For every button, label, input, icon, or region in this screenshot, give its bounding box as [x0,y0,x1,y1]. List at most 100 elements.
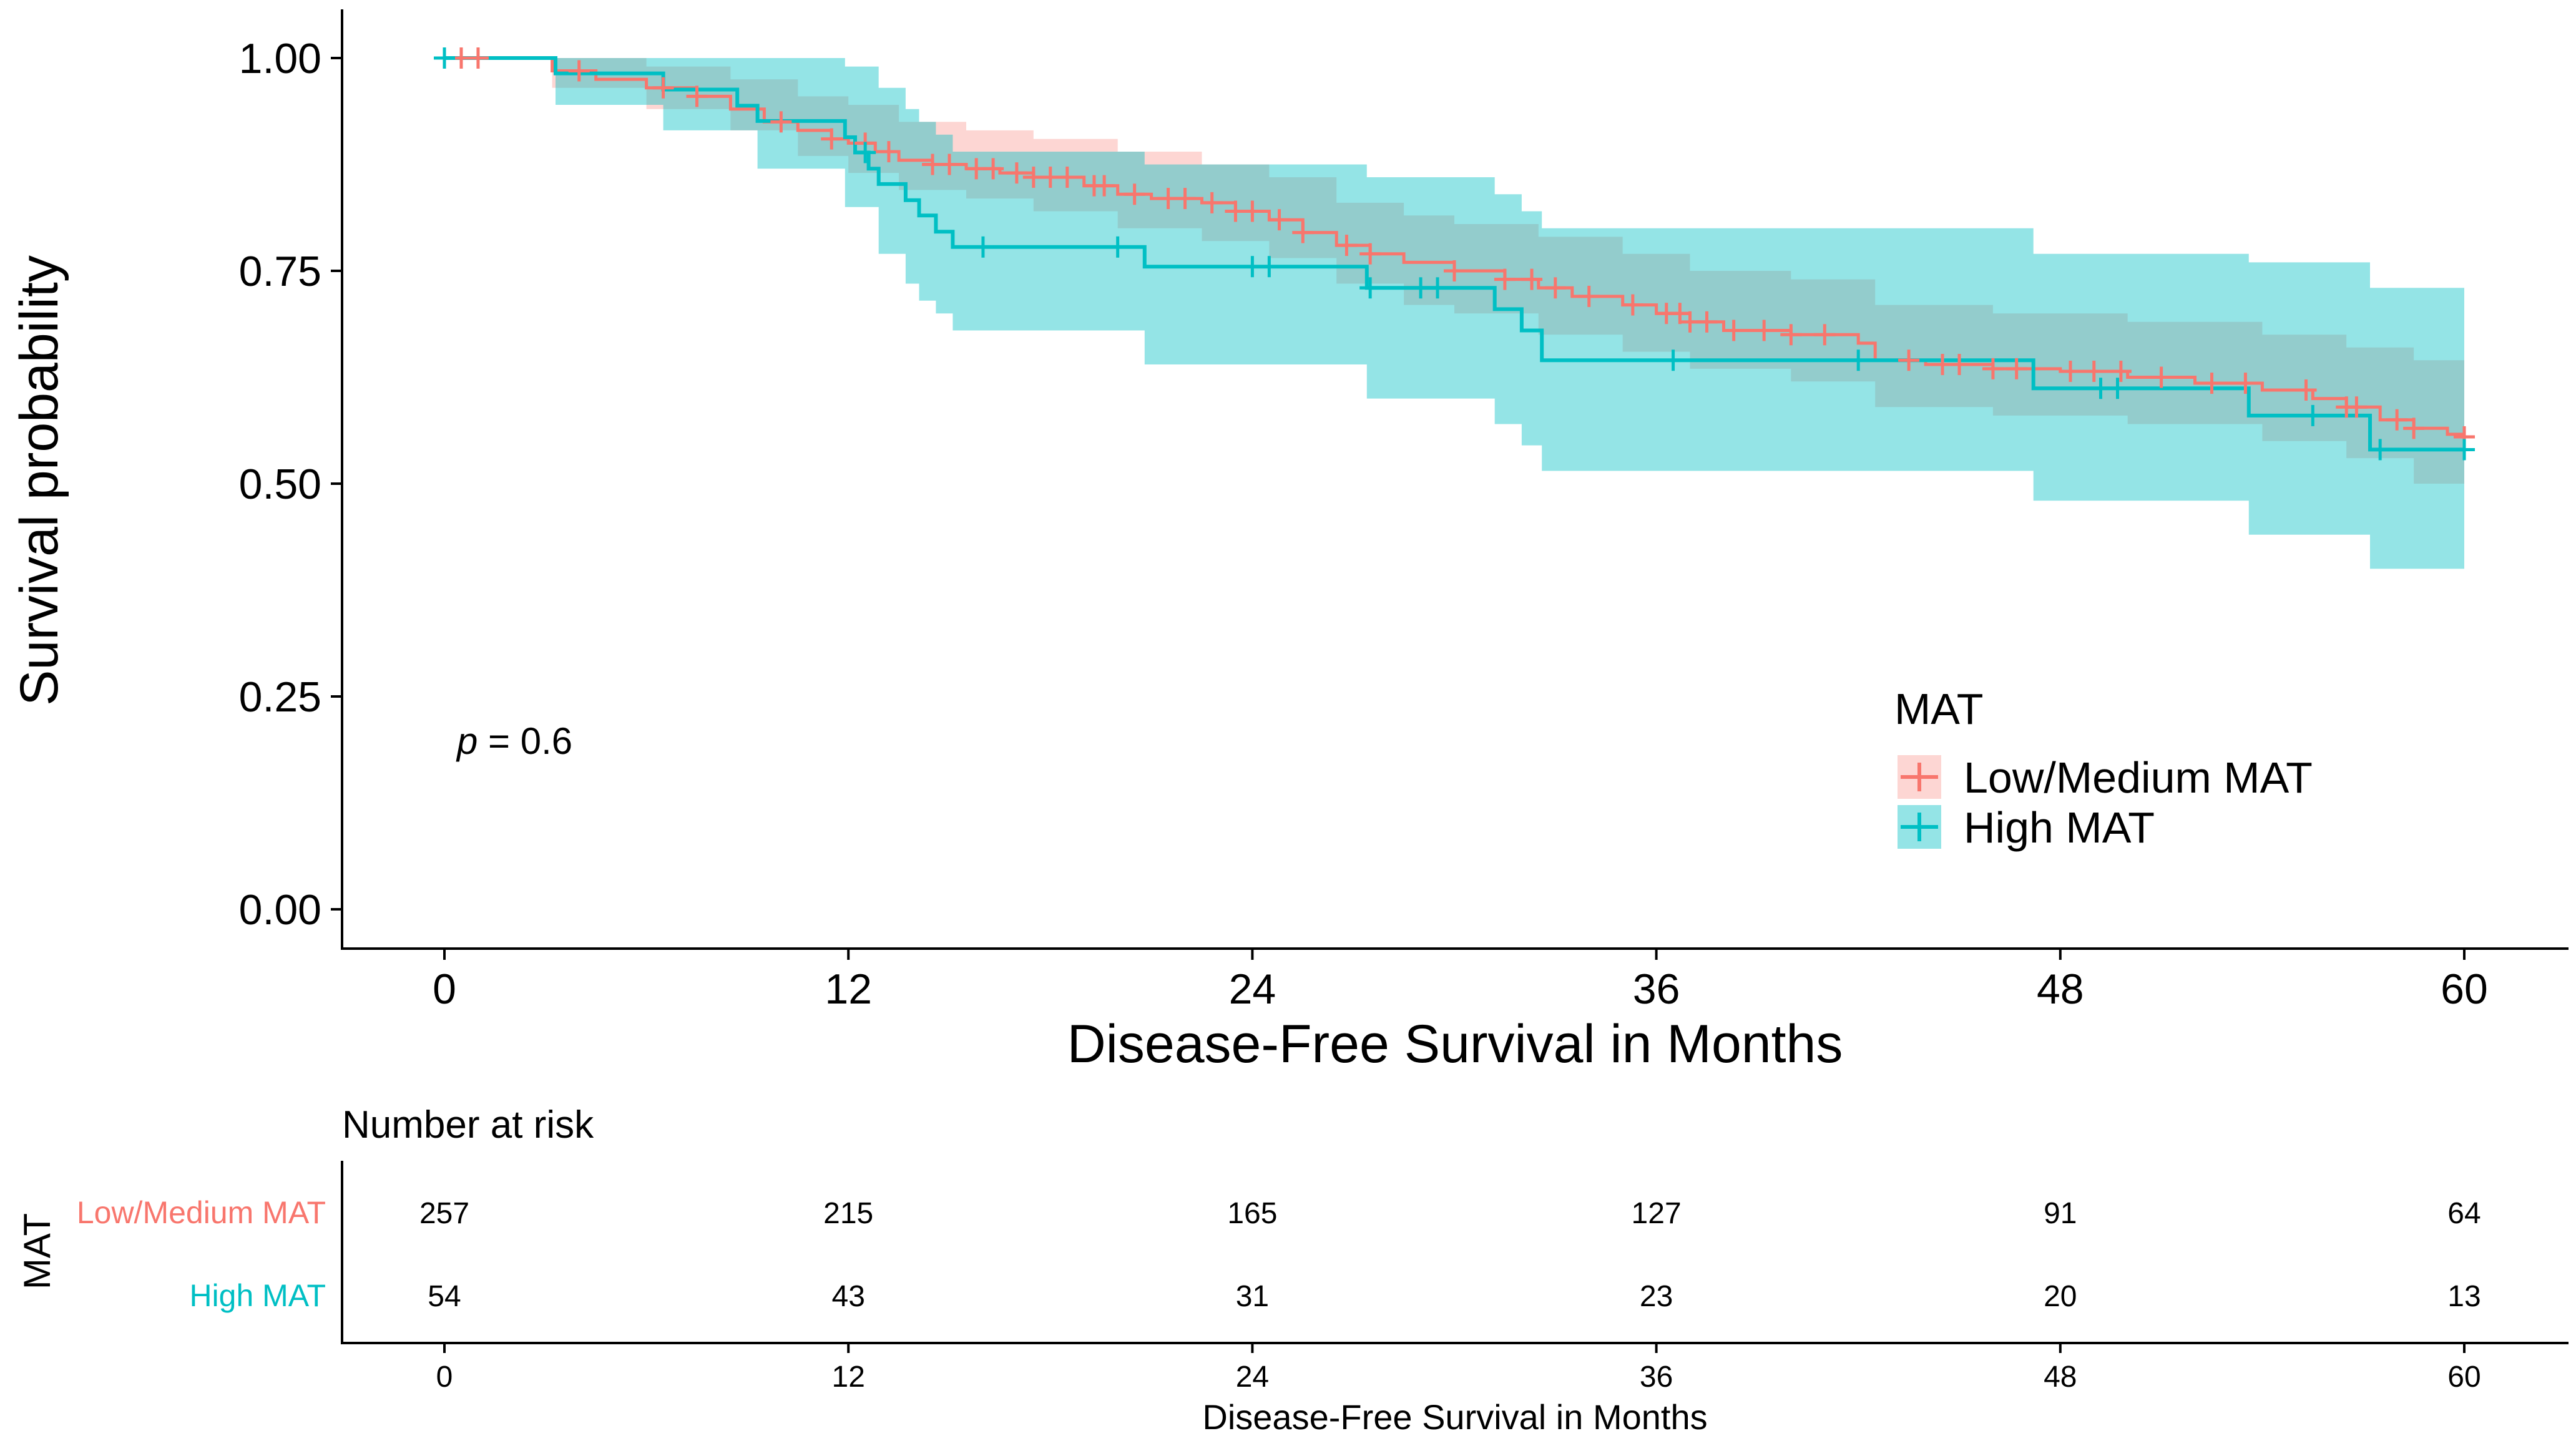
risk-cell: 13 [2447,1280,2481,1313]
risk-table: Number at risk MAT Low/Medium MAT High M… [16,1103,2569,1437]
risk-x-tick-label: 24 [1236,1361,1269,1394]
censor-mark-low-medium [2295,379,2317,401]
legend-title: MAT [1894,685,1984,733]
risk-cell: 43 [832,1280,865,1313]
risk-cells: 257 215 165 127 91 64 54 43 31 23 20 13 [419,1197,2481,1313]
censor-mark-low-medium [1780,324,1802,346]
legend-key-high [1898,805,1941,849]
censor-mark-high [972,236,994,258]
risk-table-title: Number at risk [342,1103,594,1146]
censor-mark-low-medium [1622,294,1643,316]
legend-label-high: High MAT [1964,803,2155,852]
censor-mark-low-medium [1949,354,1970,376]
y-axis-title: Survival probability [9,255,69,706]
confidence-bands [444,58,2464,569]
censor-mark-low-medium [2346,396,2368,418]
confidence-band-high [444,58,2464,569]
censor-mark-low-medium [982,158,1004,180]
risk-cell: 31 [1236,1280,1269,1313]
risk-row-label-low-medium: Low/Medium MAT [77,1195,326,1230]
censor-mark-low-medium [878,141,899,163]
censor-mark-low-medium [1201,192,1223,213]
censor-mark-low-medium [1982,358,2004,379]
censor-mark-low-medium [2110,360,2132,382]
censor-mark-high [1848,349,1869,371]
risk-x-axis-title: Disease-Free Survival in Months [1202,1397,1707,1437]
legend: MAT Low/Medium MAT High MAT [1894,685,2313,852]
risk-cell: 20 [2044,1280,2077,1313]
x-axis-title: Disease-Free Survival in Months [1067,1014,1843,1074]
x-tick-label: 60 [2441,965,2488,1013]
censor-mark-high [1359,277,1381,299]
censor-mark-low-medium [1292,222,1314,243]
censor-mark-low-medium [1336,235,1358,256]
censor-mark-low-medium [1696,311,1718,333]
censor-mark-low-medium [2403,418,2425,439]
censor-mark-high [1662,349,1684,371]
censor-mark-low-medium [467,47,489,69]
censor-mark-low-medium [2201,373,2223,394]
risk-cell: 165 [1227,1197,1277,1230]
censor-mark-high [855,142,876,164]
risk-table-y-title: MAT [16,1213,58,1289]
risk-x-tick-label: 48 [2044,1361,2077,1394]
risk-x-tick-label: 60 [2447,1361,2481,1394]
censor-mark-high [2302,404,2324,426]
x-tick-label: 0 [433,965,456,1013]
censor-marks [434,47,2475,461]
censor-mark-low-medium [1898,349,1920,371]
censor-mark-low-medium [770,111,792,133]
x-tick-label: 48 [2037,965,2084,1013]
censor-mark-low-medium [568,60,590,82]
censor-mark-high [1258,256,1280,278]
risk-x-tick-label: 36 [1640,1361,1673,1394]
censor-mark-low-medium [1444,260,1465,281]
y-tick-label: 0.50 [239,461,321,508]
censor-mark-low-medium [939,154,960,175]
censor-mark-low-medium [1494,268,1516,290]
risk-cell: 257 [419,1197,469,1230]
km-plot: 0.00 0.25 0.50 0.75 1.00 0 12 24 36 48 60 Disease… [9,9,2569,1074]
censor-mark-low-medium [2005,358,2027,379]
y-axis-ticks: 0.00 0.25 0.50 0.75 1.00 [239,35,342,934]
censor-mark-low-medium [1124,183,1145,205]
censor-mark-low-medium [1521,268,1543,290]
x-tick-label: 24 [1229,965,1276,1013]
risk-cell: 91 [2044,1197,2077,1230]
censor-mark-low-medium [1723,320,1745,341]
p-value-annotation: p = 0.6 [456,720,572,762]
censor-mark-high [2369,439,2391,461]
p-value-label: p [456,720,477,762]
legend-key-low-medium [1898,755,1941,799]
censor-mark-low-medium [1268,209,1290,231]
y-tick-label: 0.75 [239,248,321,295]
risk-cell: 127 [1632,1197,1682,1230]
censor-mark-low-medium [2235,373,2256,394]
x-tick-label: 36 [1633,965,1680,1013]
censor-mark-high [1427,277,1449,299]
censor-mark-low-medium [1814,324,1836,346]
risk-cell: 23 [1640,1280,1673,1313]
y-tick-label: 0.00 [239,886,321,934]
censor-mark-low-medium [652,77,674,99]
risk-x-tick-label: 12 [832,1361,865,1394]
censor-mark-low-medium [1359,243,1381,265]
p-value-text: = 0.6 [477,720,572,762]
censor-mark-high [2107,378,2128,399]
censor-mark-low-medium [1241,200,1263,222]
censor-mark-high [2454,439,2475,461]
censor-mark-low-medium [2386,409,2408,431]
risk-cell: 54 [428,1280,461,1313]
risk-cell: 64 [2447,1197,2481,1230]
risk-x-tick-label: 0 [436,1361,453,1394]
censor-mark-low-medium [1578,285,1600,307]
y-tick-label: 1.00 [239,35,321,82]
censor-mark-low-medium [1753,320,1775,341]
censor-mark-low-medium [2083,360,2105,382]
survival-curve-high [444,56,2464,452]
x-tick-label: 12 [825,965,872,1013]
risk-row-label-high: High MAT [189,1278,326,1313]
censor-mark-low-medium [1094,175,1115,197]
legend-label-low-medium: Low/Medium MAT [1964,753,2313,802]
